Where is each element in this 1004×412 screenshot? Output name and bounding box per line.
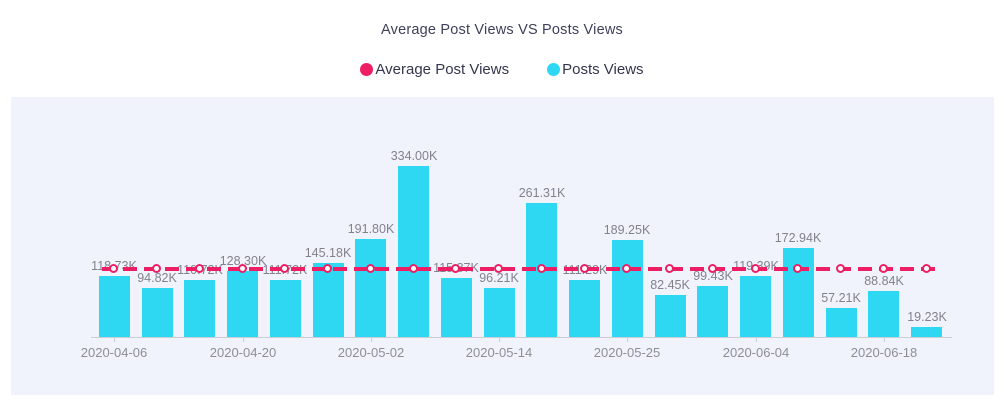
- bar-value-label: 88.84K: [864, 274, 904, 288]
- bar-value-label: 191.80K: [347, 222, 395, 236]
- x-axis-line: [91, 337, 952, 338]
- legend-item-average-post-views[interactable]: Average Post Views: [360, 61, 509, 78]
- x-axis-label: 2020-05-14: [465, 345, 533, 360]
- average-line-marker-icon: [622, 264, 631, 273]
- bar-value-label: 99.43K: [693, 269, 733, 283]
- bar-value-label: 334.00K: [390, 149, 438, 163]
- bar-posts-views[interactable]: [783, 248, 814, 337]
- x-axis-tick: [756, 337, 757, 342]
- average-line-marker-icon: [708, 264, 717, 273]
- bar-value-label: 96.21K: [479, 271, 519, 285]
- legend-average-label: Average Post Views: [375, 61, 510, 78]
- bar-posts-views[interactable]: [612, 240, 643, 337]
- bar-value-label: 189.25K: [603, 223, 651, 237]
- bar-posts-views[interactable]: [868, 291, 899, 337]
- legend-posts-label: Posts Views: [562, 61, 644, 78]
- bar-posts-views[interactable]: [270, 280, 301, 337]
- average-post-views-line: [102, 267, 938, 271]
- average-line-marker-icon: [451, 264, 460, 273]
- average-line-marker-icon: [280, 264, 289, 273]
- chart-title: Average Post Views VS Posts Views: [381, 22, 623, 38]
- average-line-marker-icon: [751, 264, 760, 273]
- x-axis-label: 2020-06-18: [850, 345, 918, 360]
- legend-item-posts-views[interactable]: Posts Views: [547, 61, 644, 78]
- bar-posts-views[interactable]: [184, 280, 215, 337]
- chart-plot-area: 118.73K94.82K110.72K128.30K111.72K145.18…: [11, 97, 994, 395]
- bar-value-label: 94.82K: [137, 271, 177, 285]
- bar-value-label: 172.94K: [774, 231, 822, 245]
- legend-average-marker-icon: [360, 63, 374, 76]
- bar-posts-views[interactable]: [484, 288, 515, 337]
- average-line-marker-icon: [537, 264, 546, 273]
- average-line-marker-icon: [879, 264, 888, 273]
- bar-posts-views[interactable]: [740, 276, 771, 337]
- bar-posts-views[interactable]: [227, 271, 258, 337]
- bar-posts-views[interactable]: [99, 276, 130, 337]
- x-axis-label: 2020-06-04: [722, 345, 790, 360]
- x-axis-tick: [499, 337, 500, 342]
- x-axis-label: 2020-04-06: [80, 345, 148, 360]
- x-axis-tick: [884, 337, 885, 342]
- bar-value-label: 19.23K: [907, 310, 947, 324]
- average-line-marker-icon: [323, 264, 332, 273]
- legend-posts-marker-icon: [547, 63, 561, 76]
- average-line-marker-icon: [922, 264, 931, 273]
- bar-posts-views[interactable]: [697, 286, 728, 337]
- x-axis-tick: [243, 337, 244, 342]
- average-line-marker-icon: [409, 264, 418, 273]
- average-line-marker-icon: [238, 264, 247, 273]
- x-axis-tick: [371, 337, 372, 342]
- x-axis-label: 2020-05-02: [337, 345, 405, 360]
- chart-legend: Average Post Views Posts Views: [0, 61, 1004, 78]
- bar-posts-views[interactable]: [655, 295, 686, 337]
- x-axis-tick: [114, 337, 115, 342]
- average-line-marker-icon: [793, 264, 802, 273]
- bar-value-label: 82.45K: [650, 278, 690, 292]
- bar-posts-views[interactable]: [441, 278, 472, 337]
- average-line-marker-icon: [665, 264, 674, 273]
- average-line-marker-icon: [494, 264, 503, 273]
- bar-value-label: 128.30K: [219, 254, 267, 268]
- bar-value-label: 261.31K: [518, 186, 566, 200]
- average-line-marker-icon: [366, 264, 375, 273]
- bar-posts-views[interactable]: [313, 263, 344, 337]
- average-line-marker-icon: [580, 264, 589, 273]
- bar-posts-views[interactable]: [355, 239, 386, 337]
- bar-posts-views[interactable]: [398, 166, 429, 337]
- bar-posts-views[interactable]: [142, 288, 173, 337]
- bar-value-label: 145.18K: [304, 246, 352, 260]
- average-line-marker-icon: [152, 264, 161, 273]
- x-axis-tick: [627, 337, 628, 342]
- bar-value-label: 57.21K: [821, 291, 861, 305]
- bar-posts-views[interactable]: [911, 327, 942, 337]
- bar-posts-views[interactable]: [826, 308, 857, 337]
- average-line-marker-icon: [195, 264, 204, 273]
- average-line-marker-icon: [109, 264, 118, 273]
- bar-posts-views[interactable]: [569, 280, 600, 337]
- x-axis-label: 2020-04-20: [209, 345, 277, 360]
- average-line-marker-icon: [836, 264, 845, 273]
- x-axis-label: 2020-05-25: [593, 345, 661, 360]
